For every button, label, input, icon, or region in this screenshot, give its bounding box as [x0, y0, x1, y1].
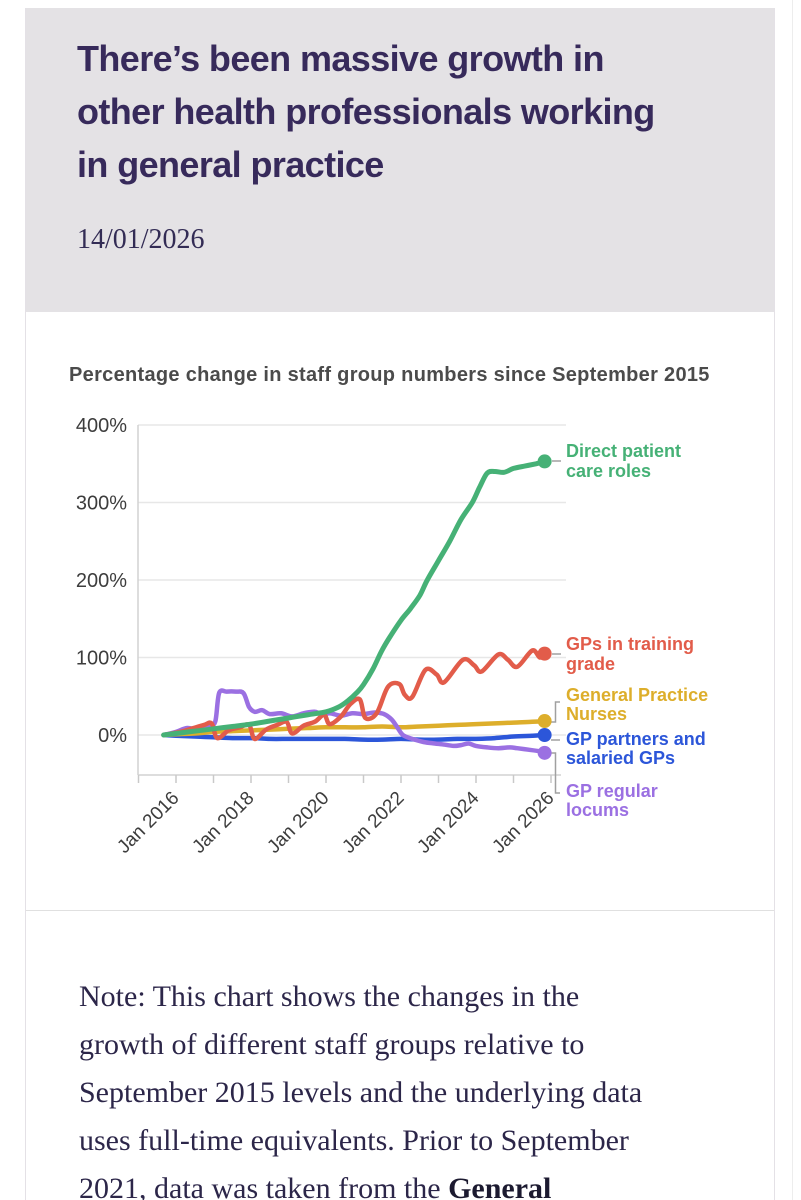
series-label: GPs in training [566, 634, 694, 654]
page-title: There’s been massive growth in other hea… [77, 32, 744, 191]
footnote: Note: This chart shows the changes in th… [26, 910, 774, 1200]
y-axis-tick-label: 0% [98, 725, 127, 747]
x-axis-tick-label: Jan 2026 [488, 788, 558, 858]
page-title-line: other health professionals working [77, 91, 655, 132]
series-line [161, 718, 547, 738]
footnote-line: 2021, data was taken from the General [79, 1165, 734, 1200]
series-end-dot [537, 714, 552, 729]
page-title-line: There’s been massive growth in [77, 38, 604, 79]
series-end-dot [537, 646, 552, 661]
footnote-line: uses full-time equivalents. Prior to Sep… [79, 1124, 629, 1157]
y-axis-tick-label: 200% [76, 570, 127, 592]
x-axis-tick-label: Jan 2020 [263, 788, 333, 858]
content-column: There’s been massive growth in other hea… [25, 8, 775, 1200]
page-edge-divider [792, 0, 793, 1200]
series-label: locums [566, 800, 629, 820]
label-connector [551, 752, 560, 794]
series-label: General Practice [566, 685, 708, 705]
x-axis-tick-label: Jan 2018 [188, 788, 258, 858]
series-label: GP partners and [566, 729, 706, 749]
publication-date: 14/01/2026 [77, 224, 205, 255]
series-end-dot [537, 745, 552, 760]
series-end-dot [537, 454, 552, 469]
series-line [161, 458, 548, 738]
y-axis-tick-label: 300% [76, 493, 127, 515]
footnote-text: 2021, data was taken from the [79, 1172, 449, 1200]
series-label: salaried GPs [566, 748, 675, 768]
page-title-line: in general practice [77, 144, 384, 185]
chart-card: Percentage change in staff group numbers… [26, 312, 774, 910]
staff-growth-line-chart: 400%300%200%100%0%Jan 2016 Jan 2018 Jan 20… [76, 415, 708, 858]
series-line [161, 648, 547, 742]
series-label: Direct patient [566, 441, 681, 461]
y-axis-tick-label: 400% [76, 415, 127, 437]
series-label: care roles [566, 461, 651, 481]
chart-title: Percentage change in staff group numbers… [69, 364, 710, 386]
footnote-bold-text: General [448, 1172, 552, 1200]
x-axis-tick-label: Jan 2016 [113, 788, 183, 858]
series-end-dot [537, 728, 552, 742]
series-label: grade [566, 654, 615, 674]
y-axis-tick-label: 100% [76, 648, 127, 670]
x-axis-tick-label: Jan 2024 [413, 787, 483, 857]
label-connector [551, 701, 560, 723]
series-line [161, 688, 547, 756]
footnote-line: growth of different staff groups relativ… [79, 1028, 585, 1061]
article-header: There’s been massive growth in other hea… [26, 8, 774, 312]
series-label: Nurses [566, 704, 627, 724]
x-axis-tick-label: Jan 2022 [338, 788, 408, 858]
series-label: GP regular [566, 781, 658, 801]
footnote-line: September 2015 levels and the underlying… [79, 1076, 643, 1109]
footnote-line: Note: This chart shows the changes in th… [79, 980, 580, 1013]
